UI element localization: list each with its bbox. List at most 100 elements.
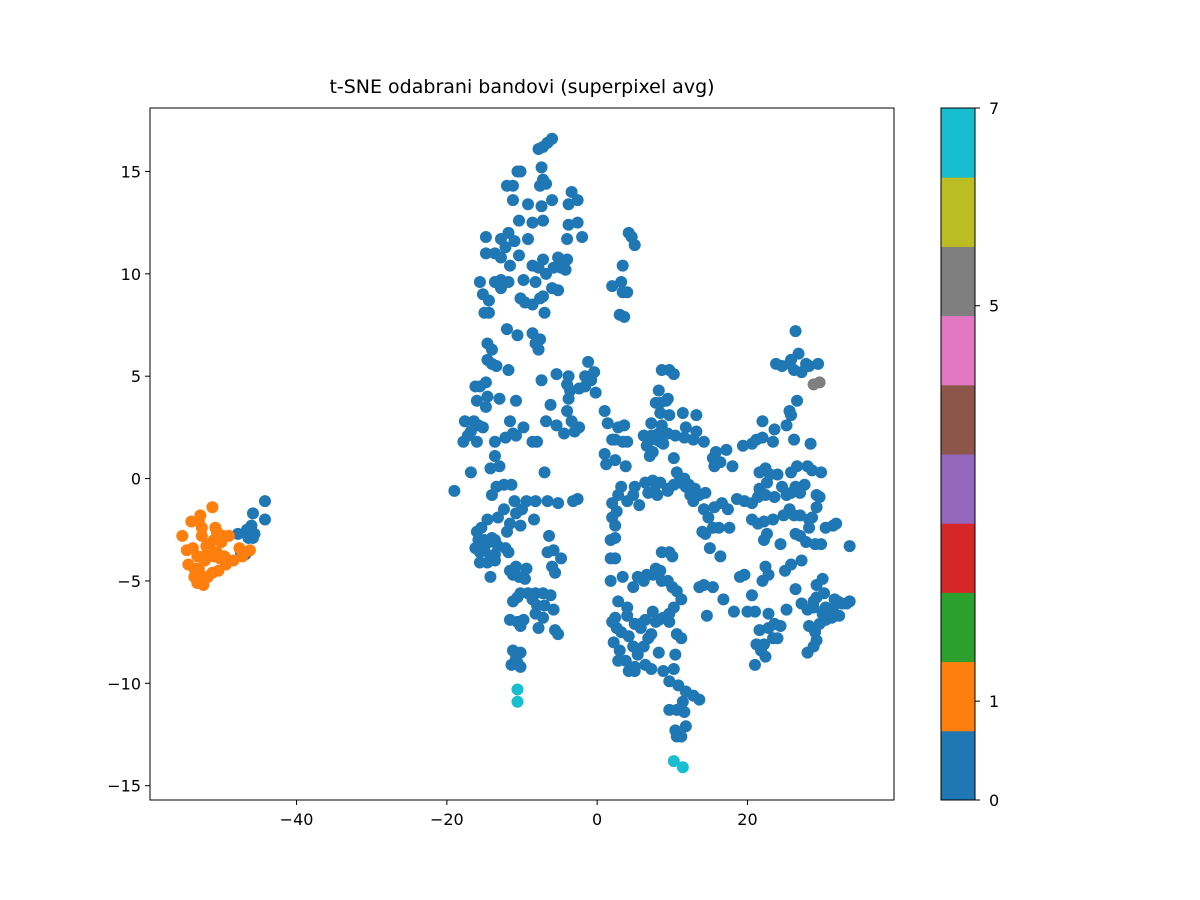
data-point-class-0 (543, 529, 556, 542)
data-point-class-0 (500, 323, 513, 336)
data-point-class-0 (789, 583, 802, 596)
data-point-class-0 (619, 654, 632, 667)
data-point-class-0 (481, 390, 494, 403)
data-point-class-0 (813, 490, 826, 503)
data-point-class-0 (678, 431, 691, 444)
data-point-class-0 (231, 527, 244, 540)
y-tick-label: −10 (107, 674, 141, 693)
data-point-class-0 (535, 161, 548, 174)
colorbar-segment (941, 108, 975, 178)
data-point-class-0 (609, 519, 622, 532)
data-point-class-0 (514, 619, 527, 632)
data-point-class-0 (645, 628, 658, 641)
data-point-class-0 (651, 488, 664, 501)
data-point-class-0 (757, 515, 770, 528)
data-point-class-1 (194, 509, 207, 522)
data-point-class-0 (789, 480, 802, 493)
data-point-class-0 (616, 259, 629, 272)
data-point-class-0 (663, 675, 676, 688)
data-point-class-0 (517, 421, 530, 434)
data-point-class-0 (604, 574, 617, 587)
data-point-class-0 (669, 429, 682, 442)
data-point-class-5 (813, 376, 826, 389)
data-point-class-1 (198, 554, 211, 567)
data-point-class-0 (499, 241, 512, 254)
data-point-class-0 (756, 574, 769, 587)
data-point-class-0 (547, 544, 560, 557)
data-point-class-0 (511, 329, 524, 342)
colorbar-tick-label: 5 (989, 297, 999, 316)
data-point-class-0 (627, 488, 640, 501)
data-point-class-0 (770, 357, 783, 370)
data-point-class-0 (589, 386, 602, 399)
data-point-class-0 (631, 648, 644, 661)
data-point-class-0 (494, 282, 507, 295)
data-point-class-0 (544, 589, 557, 602)
data-point-class-0 (541, 495, 554, 508)
data-point-class-0 (654, 564, 667, 577)
data-point-class-0 (481, 513, 494, 526)
data-point-class-0 (514, 165, 527, 178)
data-point-class-0 (555, 552, 568, 565)
data-point-class-0 (815, 466, 828, 479)
data-point-class-7 (511, 683, 524, 696)
data-point-class-0 (767, 435, 780, 448)
data-point-class-0 (628, 239, 641, 252)
data-point-class-0 (833, 609, 846, 622)
data-point-class-0 (540, 415, 553, 428)
data-point-class-0 (571, 194, 584, 207)
data-point-class-0 (552, 284, 565, 297)
data-point-class-0 (789, 325, 802, 338)
data-point-class-0 (801, 646, 814, 659)
data-point-class-0 (723, 521, 736, 534)
data-point-class-0 (643, 450, 656, 463)
data-point-class-0 (537, 290, 550, 303)
data-point-class-0 (753, 624, 766, 637)
data-point-class-0 (552, 497, 565, 510)
data-point-class-0 (540, 177, 553, 190)
colorbar-segment (941, 384, 975, 455)
x-tick-label: −20 (430, 810, 464, 829)
data-point-class-0 (579, 380, 592, 393)
data-point-class-0 (843, 540, 856, 553)
data-point-class-0 (514, 519, 527, 532)
data-point-class-0 (488, 435, 501, 448)
colorbar-segment (941, 592, 975, 663)
data-point-class-0 (675, 593, 688, 606)
data-point-class-0 (615, 276, 628, 289)
data-point-class-0 (774, 538, 787, 551)
data-point-class-0 (537, 611, 550, 624)
axes-frame (149, 107, 895, 801)
data-point-class-0 (546, 132, 559, 145)
data-point-class-0 (780, 603, 793, 616)
data-point-class-0 (667, 368, 680, 381)
y-tick-label: 10 (121, 265, 141, 284)
data-point-class-0 (482, 306, 495, 319)
data-point-class-0 (532, 622, 545, 635)
data-point-class-0 (470, 435, 483, 448)
data-point-class-0 (546, 194, 559, 207)
data-point-class-0 (806, 511, 819, 524)
data-point-class-0 (634, 622, 647, 635)
data-point-class-0 (640, 439, 653, 452)
colorbar-segment (941, 315, 975, 386)
data-point-class-0 (699, 486, 712, 499)
data-point-class-0 (676, 695, 689, 708)
data-point-class-0 (720, 443, 733, 456)
colorbar-segment (941, 661, 975, 732)
data-point-class-0 (804, 437, 817, 450)
data-point-class-0 (511, 591, 524, 604)
data-point-class-0 (767, 513, 780, 526)
data-point-class-0 (609, 531, 622, 544)
data-point-class-0 (621, 435, 634, 448)
data-point-class-0 (613, 644, 626, 657)
colorbar-tick-label: 0 (989, 791, 999, 810)
data-point-class-0 (538, 466, 551, 479)
data-point-class-0 (516, 503, 528, 516)
data-point-class-0 (559, 263, 572, 276)
data-point-class-0 (598, 448, 611, 460)
colorbar-tick-label: 1 (989, 692, 999, 711)
data-point-class-0 (830, 517, 843, 530)
data-point-class-0 (669, 648, 682, 661)
